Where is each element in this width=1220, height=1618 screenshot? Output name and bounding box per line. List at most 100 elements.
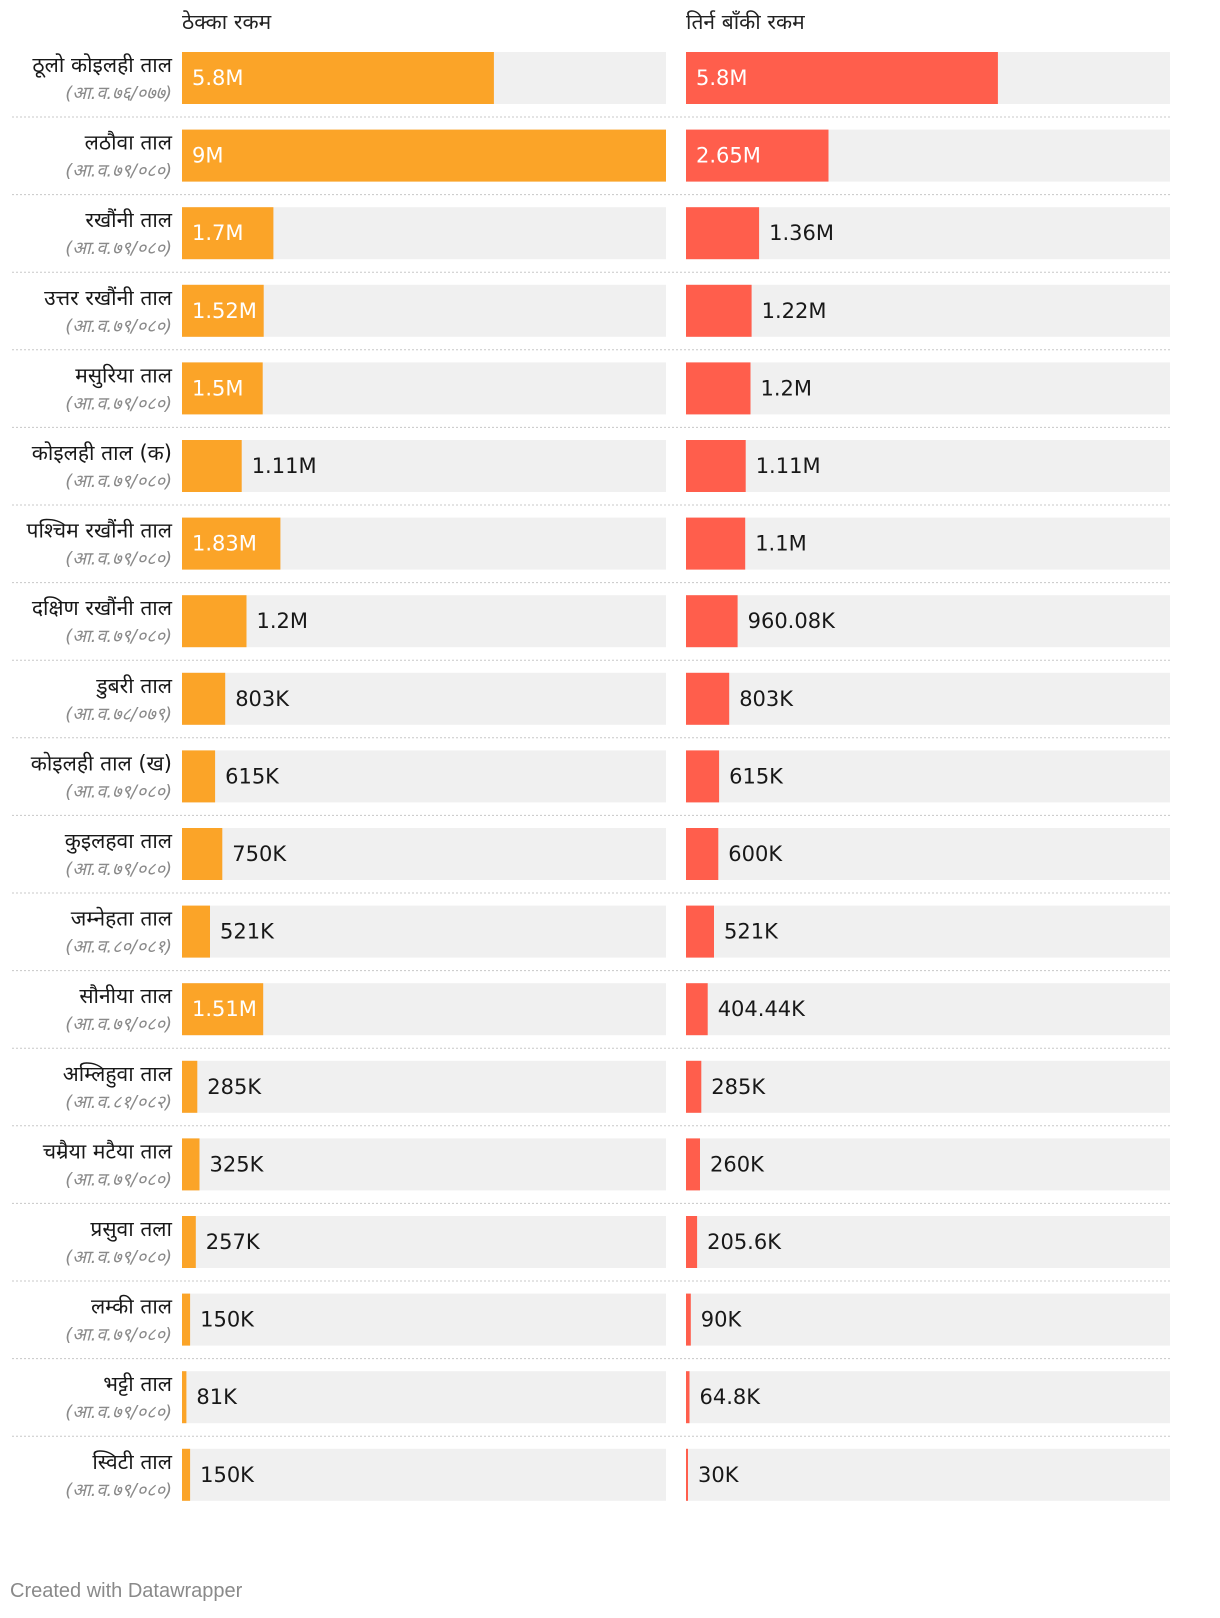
bar-track	[182, 750, 666, 803]
data-label-remaining: 30K	[698, 1463, 740, 1487]
data-label-remaining: 90K	[701, 1308, 743, 1332]
data-label-remaining: 615K	[729, 764, 784, 788]
row-label: लम्की ताल	[91, 1295, 173, 1319]
data-label-remaining: 404.44K	[718, 997, 806, 1021]
data-label-remaining: 600K	[728, 842, 783, 866]
row-label: डुबरी ताल	[95, 674, 172, 699]
chart-row: उत्तर रखौंनी ताल (आ.व.७९/०८०) 1.52M 1.22M	[12, 284, 1170, 351]
chart-row: मसुरिया ताल (आ.व.७९/०८०) 1.5M 1.2M	[12, 362, 1170, 428]
data-label-remaining: 803K	[739, 687, 794, 711]
bar-remaining	[686, 1138, 700, 1191]
data-label-remaining: 1.36M	[769, 221, 834, 245]
row-period-label: (आ.व.७६/०७७)	[65, 83, 172, 104]
bar-contract	[182, 1371, 187, 1424]
bar-track	[686, 983, 1170, 1036]
bar-contract	[182, 595, 247, 648]
data-label-contract: 615K	[225, 764, 280, 788]
bar-track	[686, 1138, 1170, 1191]
column-header-remaining: तिर्न बाँकी रकम	[686, 10, 805, 34]
data-label-contract: 150K	[200, 1308, 255, 1332]
bar-contract	[182, 1216, 196, 1268]
data-label-contract: 803K	[235, 687, 290, 711]
bar-contract	[182, 440, 242, 492]
row-label: जम्नेहता ताल	[71, 907, 173, 931]
bar-track	[686, 284, 1170, 337]
data-label-remaining: 521K	[724, 920, 779, 944]
row-label: कोइलही ताल (क)	[32, 441, 172, 465]
data-label-contract: 81K	[196, 1385, 238, 1409]
data-label-contract: 1.5M	[192, 376, 244, 400]
data-label-remaining: 285K	[711, 1075, 766, 1099]
data-label-contract: 1.7M	[192, 221, 244, 245]
row-label: पश्चिम रखौंनी ताल	[27, 519, 173, 543]
row-label: सौनीया ताल	[79, 984, 172, 1008]
bar-contract	[182, 750, 216, 803]
chart-row: सौनीया ताल (आ.व.७९/०८०) 1.51M 404.44K	[12, 983, 1170, 1049]
bar-track	[686, 1216, 1170, 1268]
bar-remaining	[686, 207, 760, 260]
bar-track	[182, 828, 666, 880]
data-label-remaining: 1.11M	[756, 454, 821, 478]
row-label: उत्तर रखौंनी ताल	[44, 286, 173, 310]
bar-remaining	[686, 672, 730, 725]
row-period-label: (आ.व.८०/०८१)	[65, 937, 172, 958]
bar-track	[182, 1371, 666, 1424]
bar-remaining	[686, 1216, 698, 1268]
data-label-contract: 325K	[210, 1152, 265, 1176]
bar-remaining	[686, 1448, 688, 1501]
bar-track	[182, 1138, 666, 1191]
bar-track	[686, 440, 1170, 492]
bar-contract	[182, 672, 226, 725]
bar-remaining	[686, 284, 752, 337]
chart-row: प्रसुवा तला (आ.व.७९/०८०) 257K 205.6K	[12, 1216, 1170, 1282]
bar-remaining	[686, 440, 746, 492]
row-label: चम्रैया मटैया ताल	[43, 1139, 173, 1163]
row-period-label: (आ.व.८१/०८२)	[65, 1092, 172, 1113]
bar-contract	[182, 207, 274, 260]
data-label-remaining: 260K	[710, 1152, 765, 1176]
bar-track	[686, 1448, 1170, 1501]
bar-contract	[182, 1138, 200, 1191]
bar-contract	[182, 284, 264, 337]
row-period-label: (आ.व.७९/०८०)	[65, 1169, 172, 1190]
data-label-remaining: 5.8M	[696, 66, 748, 90]
bar-contract	[182, 1293, 191, 1346]
chart-row: दक्षिण रखौंनी ताल (आ.व.७९/०८०) 1.2M 960.08K	[12, 595, 1170, 661]
bar-track	[182, 1293, 666, 1346]
chart-row: कुइलहवा ताल (आ.व.७९/०८०) 750K 600K	[12, 828, 1170, 894]
bar-remaining	[686, 52, 998, 104]
chart-row: रखौंनी ताल (आ.व.७९/०८०) 1.7M 1.36M	[12, 207, 1170, 273]
bar-track	[182, 1216, 666, 1268]
chart-row: कोइलही ताल (ख) (आ.व.७९/०८०) 615K 615K	[12, 750, 1170, 816]
row-label: ठूलो कोइलही ताल	[32, 53, 172, 78]
data-label-remaining: 205.6K	[707, 1230, 782, 1254]
chart-row: जम्नेहता ताल (आ.व.८०/०८१) 521K 521K	[12, 905, 1170, 972]
data-label-contract: 1.2M	[257, 609, 309, 633]
chart-row: लठौवा ताल (आ.व.७९/०८०) 9M 2.65M	[12, 129, 1170, 196]
bar-track	[182, 672, 666, 725]
bar-track	[182, 595, 666, 648]
bar-contract	[182, 905, 210, 958]
data-label-contract: 1.83M	[192, 532, 257, 556]
data-label-remaining: 64.8K	[700, 1385, 762, 1409]
chart-row: ठूलो कोइलही ताल (आ.व.७६/०७७) 5.8M 5.8M	[12, 52, 1170, 118]
row-label: दक्षिण रखौंनी ताल	[32, 596, 173, 620]
row-period-label: (आ.व.७९/०८०)	[65, 238, 172, 259]
row-period-label: (आ.व.७९/०८०)	[65, 1402, 172, 1423]
row-period-label: (आ.व.७९/०८०)	[65, 1014, 172, 1035]
datawrapper-credit: Created with Datawrapper	[10, 1580, 243, 1602]
row-label: मसुरिया ताल	[75, 363, 172, 388]
bar-track	[686, 207, 1170, 260]
bar-track	[182, 905, 666, 958]
bar-track	[686, 905, 1170, 958]
bar-remaining	[686, 1293, 691, 1346]
bar-track	[182, 1060, 666, 1113]
bar-remaining	[686, 517, 746, 570]
bar-remaining	[686, 1060, 702, 1113]
bar-remaining	[686, 983, 708, 1036]
row-label: कोइलही ताल (ख)	[31, 751, 172, 775]
row-period-label: (आ.व.७९/०८०)	[65, 626, 172, 647]
bar-contract	[182, 129, 666, 182]
data-label-contract: 1.51M	[192, 997, 257, 1021]
